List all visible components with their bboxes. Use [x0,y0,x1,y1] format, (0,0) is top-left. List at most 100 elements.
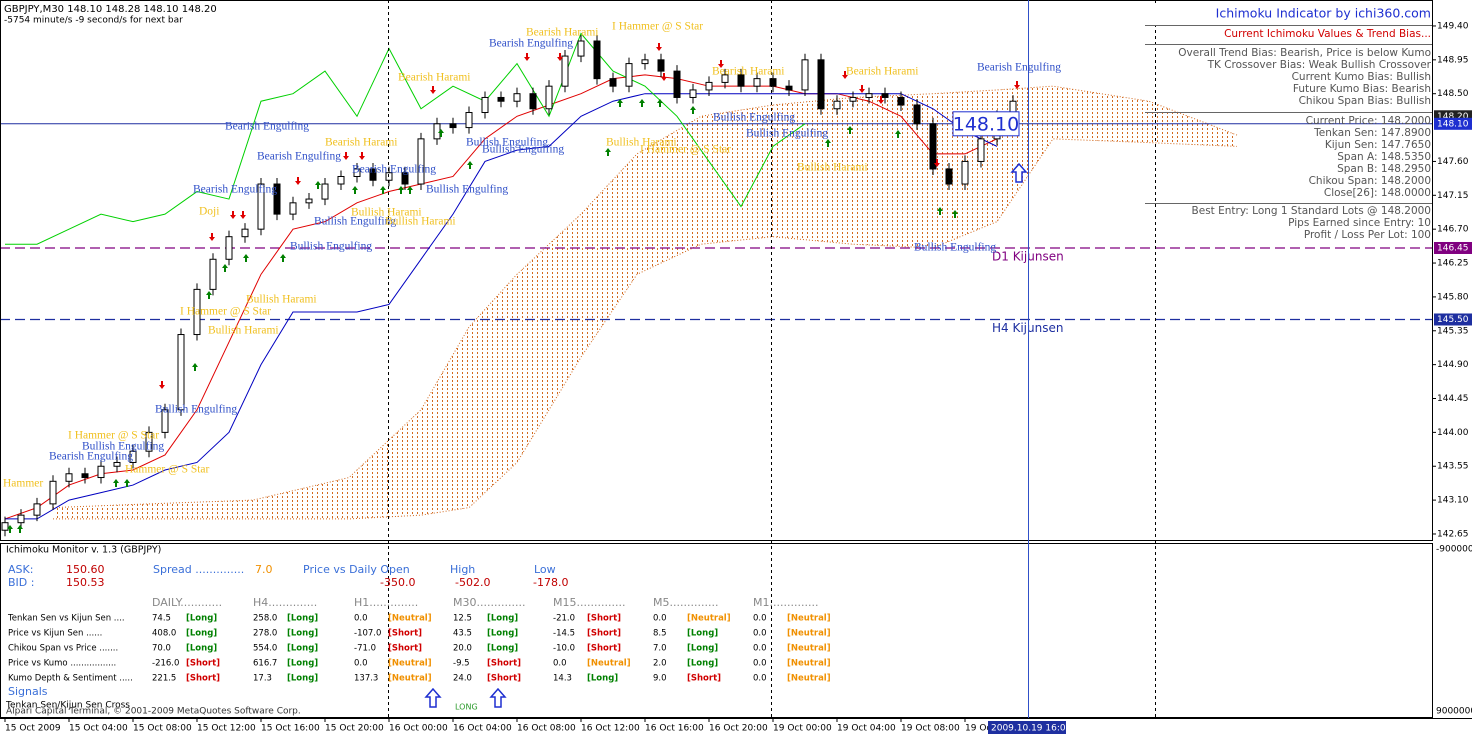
candle-body [321,183,329,200]
spread-label: Spread .............. [153,563,244,576]
x-tick-label: 19 Oct 04:00 [837,724,896,734]
x-tick-label: 16 Oct 12:00 [581,724,640,734]
pattern-label: Bullish Engulfing [713,112,795,124]
pattern-label: Bullish Harami [385,216,456,228]
buy-arrow [825,139,831,147]
cell-status: [Long] [186,614,217,624]
y-tick-label: 146.70 [1437,225,1469,235]
row-label: Chikou Span vs Price ....... [8,644,118,654]
sell-arrow [878,96,884,104]
cell-value: 221.5 [152,674,176,684]
candle-body [353,168,361,177]
pattern-label: I Hammer @ S Star [640,144,731,156]
candle-body [609,78,617,87]
buy-arrow [17,525,23,533]
pattern-label: Bullish Harami [208,325,279,337]
cell-value: 258.0 [253,614,277,624]
y-tick-label: 144.90 [1437,360,1469,370]
cell-status: [Long] [687,659,718,669]
pattern-label: Bullish Harami [246,294,317,306]
cell-status: [Long] [487,629,518,639]
cell-value: 24.0 [453,674,472,684]
cell-value: -14.5 [553,629,575,639]
buy-arrow [847,126,853,134]
candle-body [97,465,105,479]
x-tick-label: 19 Oct 08:00 [901,724,960,734]
cell-value: -9.5 [453,659,470,669]
pattern-label: Bearish Harami [325,137,398,149]
kumo [53,86,1237,519]
buy-arrow [113,479,119,487]
candle-body [961,160,969,185]
cell-status: [Short] [587,614,621,624]
y-tick-label: 143.10 [1437,496,1469,506]
buy-arrow [243,254,249,262]
y-tick-label: 146.25 [1437,259,1469,269]
buy-arrow [206,291,212,299]
level-label: 146.45 [1437,243,1469,253]
signal-arrow [424,687,442,708]
cell-value: -107.0 [354,629,381,639]
candle-body [177,334,185,411]
candle-body [193,288,201,336]
x-tick-label: 16 Oct 08:00 [517,724,576,734]
pattern-label: Bearish Engulfing [193,184,277,196]
candle-body [337,175,345,185]
cell-status: [Short] [186,674,220,684]
candle-body [881,93,889,98]
candle-body [161,409,169,433]
candle-body [49,480,57,505]
signal-arrows [7,43,1020,533]
column-header: M5.............. [653,596,718,609]
level-label: 145.50 [1437,315,1469,325]
price-tag-label: 148.20 [1437,112,1469,122]
candle-body [145,431,153,452]
cell-value: 278.0 [253,629,277,639]
cell-value: 20.0 [453,644,472,654]
price-tag [1434,117,1472,130]
candle-body [721,74,729,83]
cell-value: 9.0 [653,674,667,684]
ask-value: 150.60 [66,563,105,576]
info-panel: Ichimoku Indicator by ichi360.com Curren… [1145,3,1432,241]
crosshair-label: 2009.10.19 16:00 [991,724,1072,734]
cell-value: 0.0 [753,644,767,654]
pattern-label: Bullish Engulfing [82,441,164,453]
buy-arrow [952,210,958,218]
candle-body [865,93,873,98]
candle-body [753,78,761,87]
cell-value: 0.0 [553,659,567,669]
column-header: H4.............. [253,596,317,609]
candle-body [801,59,809,91]
x-tick-label: 15 Oct 04:00 [69,724,128,734]
pattern-label: Bullish Engulfing [914,242,996,254]
crosshair-box [988,721,1066,734]
candle-body [273,183,281,215]
ask-label: ASK: [8,563,33,576]
buy-arrow [222,264,228,272]
cell-status: [Short] [587,629,621,639]
daily-open-value: -350.0 [380,576,415,589]
candle-body [289,202,297,215]
candle-body [465,112,473,129]
pattern-label: Doji [199,206,219,218]
subwindow-frame [0,543,1433,718]
sell-arrow [524,53,530,61]
cell-value: 7.0 [653,644,667,654]
sell-arrow [430,86,436,94]
pattern-label: Bearish Engulfing [977,62,1061,74]
cell-status: [Long] [687,644,718,654]
chart-frame [0,0,1433,541]
signal-state: LONG [455,703,478,712]
candle-body [417,138,425,185]
pattern-label: I Hammer @ S Star [68,430,159,442]
cell-status: [Neutral] [787,659,831,669]
copyright: Alpari Capital Terminal, © 2001-2009 Met… [6,707,301,717]
candle-body [113,461,121,467]
x-tick-label: 16 Oct 00:00 [389,724,448,734]
candle-body [545,85,553,110]
cell-value: 0.0 [753,614,767,624]
y-tick-label: 143.55 [1437,462,1469,472]
